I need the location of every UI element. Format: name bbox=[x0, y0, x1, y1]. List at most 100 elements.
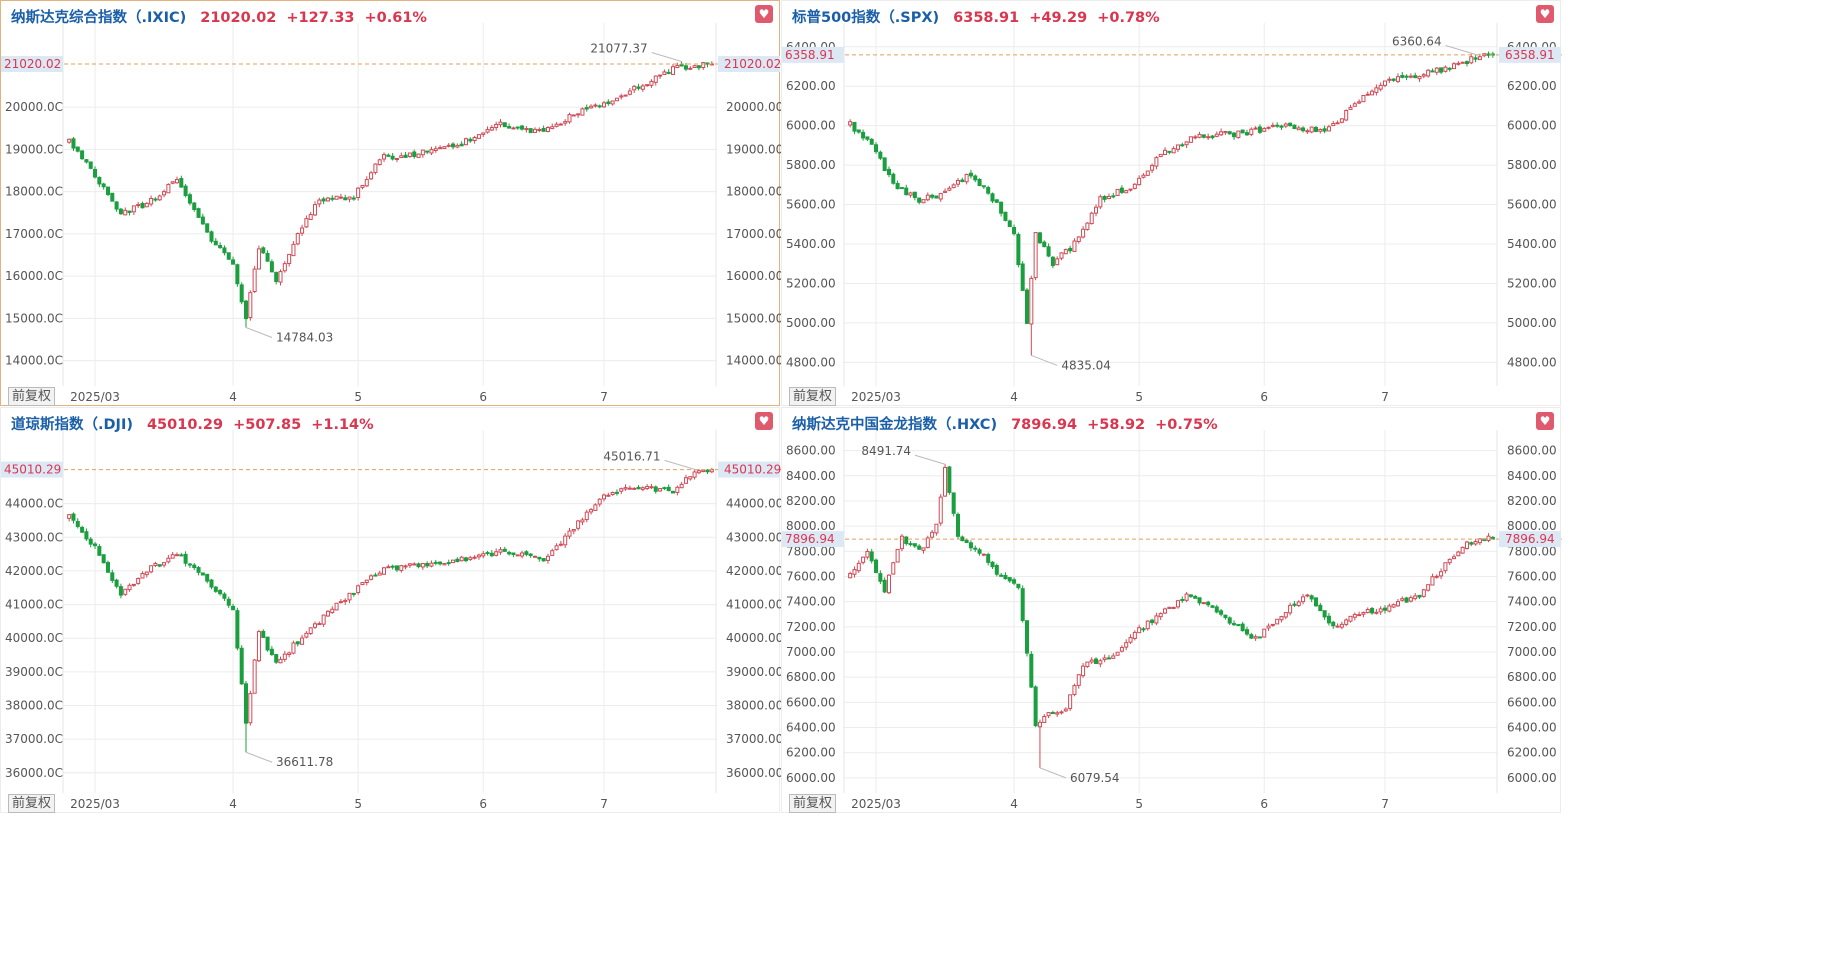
candle-body bbox=[407, 563, 412, 566]
candle-body bbox=[1292, 603, 1297, 606]
candle-body bbox=[1318, 604, 1323, 612]
candle-body bbox=[205, 573, 210, 582]
heart-icon[interactable]: ♥ bbox=[755, 412, 773, 430]
quote-change: +127.33 bbox=[286, 10, 355, 26]
last-price-label-left: 7896.94 bbox=[785, 532, 835, 546]
adjust-badge[interactable]: 前复权 bbox=[789, 794, 837, 813]
y-tick-label-right: 38000.00 bbox=[726, 699, 781, 713]
candle-body bbox=[183, 553, 188, 564]
candle-body bbox=[1197, 133, 1202, 138]
candle-body bbox=[325, 197, 330, 202]
candle-body bbox=[990, 193, 995, 202]
candle-body bbox=[192, 202, 197, 210]
candle-body bbox=[1283, 612, 1288, 618]
candle-body bbox=[114, 201, 119, 210]
candle-body bbox=[589, 105, 594, 109]
adjust-badge[interactable]: 前复权 bbox=[8, 387, 56, 406]
candle-body bbox=[908, 543, 913, 546]
index-name[interactable]: 道琼斯指数（.DJI) bbox=[11, 417, 133, 433]
candle-body bbox=[287, 253, 292, 264]
panel-spx[interactable]: 标普500指数（.SPX) 6358.91 +49.29 +0.78% ♥ 6400.00… bbox=[781, 0, 1562, 406]
candle-body bbox=[1089, 659, 1094, 663]
candle-body bbox=[1370, 608, 1375, 614]
index-name[interactable]: 纳斯达克综合指数（.IXIC) bbox=[11, 10, 187, 26]
index-name[interactable]: 纳斯达克中国金龙指数（.HXC) bbox=[792, 417, 998, 433]
candle-body bbox=[1055, 712, 1060, 715]
y-tick-label-left: 19000.0C bbox=[5, 142, 63, 156]
candle-body bbox=[679, 63, 684, 67]
candle-body bbox=[666, 71, 671, 74]
candle-body bbox=[1094, 206, 1099, 214]
candle-body bbox=[313, 623, 318, 628]
candle-body bbox=[1072, 240, 1077, 252]
x-tick-label: 7 bbox=[600, 390, 608, 404]
y-tick-label-right: 7800.00 bbox=[1507, 544, 1557, 558]
candle-body bbox=[1171, 148, 1176, 154]
candle-body bbox=[261, 630, 266, 638]
quote-last: 7896.94 bbox=[1011, 417, 1078, 433]
candle-body bbox=[1175, 600, 1180, 608]
candle-body bbox=[1020, 263, 1025, 291]
candle-body bbox=[1348, 106, 1353, 110]
y-tick-label-left: 7000.00 bbox=[786, 645, 836, 659]
candle-body bbox=[645, 485, 650, 490]
panel-ixic[interactable]: 纳斯达克综合指数（.IXIC) 21020.02 +127.33 +0.61% ♥ 200… bbox=[0, 0, 781, 406]
candle-body bbox=[256, 631, 261, 662]
heart-icon[interactable]: ♥ bbox=[1536, 5, 1554, 23]
candle-body bbox=[1029, 277, 1034, 325]
quote-change-pct: +0.78% bbox=[1097, 10, 1160, 26]
candle-body bbox=[632, 85, 637, 91]
candle-body bbox=[856, 129, 861, 133]
candle-body bbox=[943, 190, 948, 193]
panel-hxc[interactable]: 纳斯达克中国金龙指数（.HXC) 7896.94 +58.92 +0.75% ♥ 8600… bbox=[781, 407, 1562, 813]
y-tick-label-left: 8000.00 bbox=[786, 519, 836, 533]
y-tick-label-right: 19000.00 bbox=[726, 142, 781, 156]
candle-body bbox=[218, 590, 223, 595]
high-leader bbox=[914, 454, 946, 465]
candle-body bbox=[1447, 558, 1452, 564]
adjust-badge[interactable]: 前复权 bbox=[8, 794, 56, 813]
index-name[interactable]: 标普500指数（.SPX) bbox=[792, 10, 940, 26]
candle-body bbox=[1063, 249, 1068, 255]
candle-body bbox=[1119, 187, 1124, 193]
candle-body bbox=[994, 199, 999, 203]
candle-body bbox=[235, 264, 240, 285]
heart-icon[interactable]: ♥ bbox=[1536, 412, 1554, 430]
candle-body bbox=[852, 121, 857, 132]
last-price-tag-left bbox=[1, 55, 63, 72]
y-tick-label-right: 6400.00 bbox=[1507, 721, 1557, 735]
y-tick-label-right: 40000.00 bbox=[726, 631, 781, 645]
candle-body bbox=[1421, 589, 1426, 597]
candle-body bbox=[1111, 195, 1116, 198]
candle-body bbox=[1016, 233, 1021, 266]
candle-body bbox=[1059, 711, 1064, 714]
candle-body bbox=[576, 113, 581, 116]
y-tick-label-left: 6600.00 bbox=[786, 695, 836, 709]
candle-body bbox=[567, 530, 572, 537]
x-tick-label: 7 bbox=[1381, 797, 1389, 811]
candle-body bbox=[282, 653, 287, 660]
candlestick-chart: 8600.00 8600.00 8400.00 8400.00 8200.00 8200.… bbox=[782, 430, 1562, 811]
candle-body bbox=[213, 240, 218, 246]
y-tick-label-right: 4800.00 bbox=[1507, 355, 1557, 369]
candle-body bbox=[688, 67, 693, 70]
candle-body bbox=[1029, 653, 1034, 688]
candle-body bbox=[1378, 84, 1383, 90]
candle-body bbox=[1244, 629, 1249, 635]
candle-body bbox=[1081, 665, 1086, 677]
y-tick-label-right: 5800.00 bbox=[1507, 158, 1557, 172]
heart-icon[interactable]: ♥ bbox=[755, 5, 773, 23]
candle-body bbox=[485, 552, 490, 555]
candle-body bbox=[1443, 66, 1448, 72]
adjust-badge[interactable]: 前复权 bbox=[789, 387, 837, 406]
candle-body bbox=[390, 155, 395, 160]
candle-body bbox=[1033, 232, 1038, 279]
candle-body bbox=[1180, 598, 1185, 601]
candle-body bbox=[1184, 141, 1189, 146]
candle-body bbox=[248, 693, 253, 724]
candle-body bbox=[451, 143, 456, 148]
candle-body bbox=[1374, 87, 1379, 93]
candle-body bbox=[356, 585, 361, 593]
candle-body bbox=[1141, 174, 1146, 178]
panel-dji[interactable]: 道琼斯指数（.DJI) 45010.29 +507.85 +1.14% ♥ 44000.0… bbox=[0, 407, 781, 813]
